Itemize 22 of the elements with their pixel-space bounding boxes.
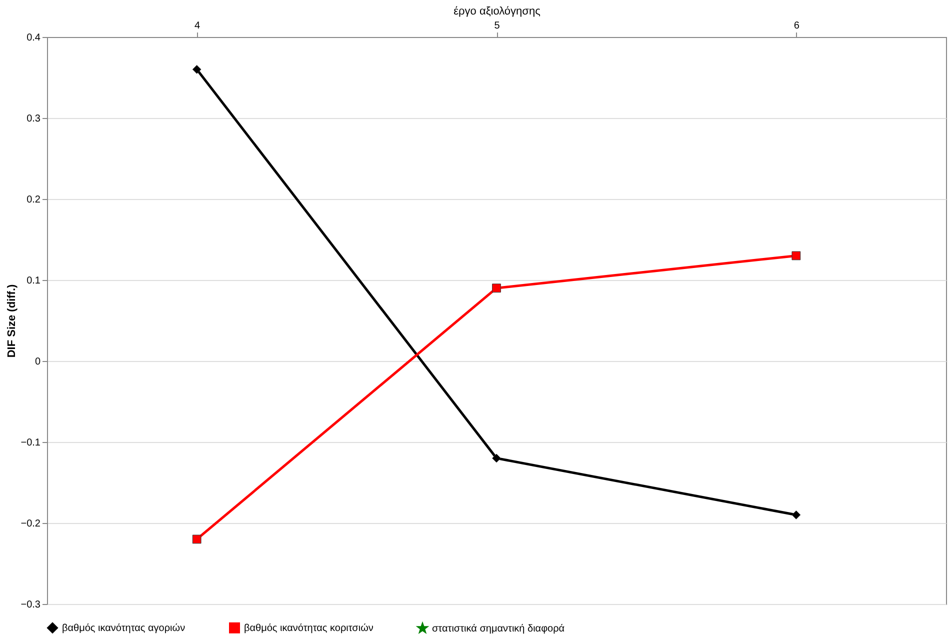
y-tick-label: −0.1 (20, 438, 41, 448)
point (792, 251, 801, 260)
legend-label: στατιστικά σημαντική διαφορά (432, 623, 565, 634)
y-tick-label: −0.2 (20, 518, 41, 530)
x-tick-label: 6 (794, 20, 800, 32)
x-axis-title: έργο αξιολόγησης (454, 6, 540, 18)
x-tick-label: 4 (194, 20, 201, 32)
point (192, 534, 202, 544)
y-tick-label: −0.3 (20, 600, 41, 610)
point (192, 64, 202, 74)
point (492, 454, 501, 463)
x-tick-label: 5 (494, 20, 500, 32)
point (492, 284, 501, 293)
point (792, 510, 801, 520)
y-tick-label: 0.4 (26, 32, 41, 44)
y-tick-label: 0.2 (26, 194, 41, 206)
y-tick-label: 0.1 (26, 276, 41, 286)
y-axis-title: DIF Size (diff.) (6, 284, 18, 358)
y-tick-label: 0 (34, 356, 41, 368)
legend-label: βαθμός ικανότητας αγοριών (62, 622, 186, 634)
y-tick-label: 0.3 (26, 114, 41, 124)
legend-label: βαθμός ικανότητας κοριτσιών (244, 622, 374, 634)
